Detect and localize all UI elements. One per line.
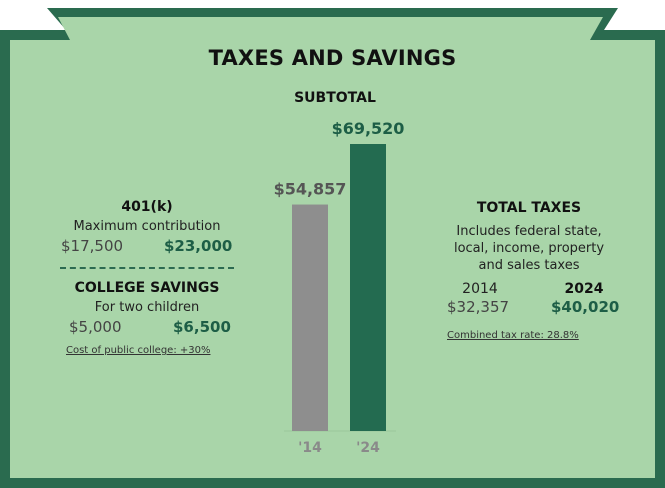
x-tick-label-0: '14 — [298, 440, 322, 456]
college-new-value: $6,500 — [173, 318, 231, 336]
college-heading: COLLEGE SAVINGS — [74, 280, 220, 296]
section-divider — [60, 267, 234, 269]
college-cost-note: Cost of public college: +30% — [66, 345, 211, 356]
x-tick-label-1: '24 — [356, 440, 380, 456]
taxes-new-value: $40,020 — [551, 298, 620, 316]
college-old-value: $5,000 — [69, 318, 122, 336]
taxes-heading: TOTAL TAXES — [476, 200, 582, 216]
bar-value-label-1: $69,520 — [332, 119, 405, 138]
bar-1 — [350, 144, 386, 431]
taxes-desc-line-2: local, income, property — [453, 241, 605, 256]
taxes-desc-line-1: Includes federal state, — [456, 224, 602, 239]
college-subtitle: For two children — [94, 300, 200, 315]
tax-rate-note: Combined tax rate: 28.8% — [447, 330, 579, 341]
chart-title: SUBTOTAL — [294, 90, 376, 106]
taxes-old-value: $32,357 — [447, 298, 510, 316]
taxes-desc-line-3: and sales taxes — [478, 258, 580, 273]
bar-value-label-0: $54,857 — [274, 180, 347, 199]
k401-new-value: $23,000 — [164, 237, 233, 255]
subtotal-bar-chart: $54,857 '14 $69,520 '24 — [274, 119, 405, 456]
k401-old-value: $17,500 — [61, 237, 124, 255]
page-title: TAXES AND SAVINGS — [208, 46, 457, 70]
k401-heading: 401(k) — [121, 199, 173, 215]
taxes-year-old: 2014 — [462, 281, 498, 297]
bar-0 — [292, 204, 328, 431]
taxes-year-new: 2024 — [564, 281, 604, 297]
k401-subtitle: Maximum contribution — [73, 219, 221, 234]
